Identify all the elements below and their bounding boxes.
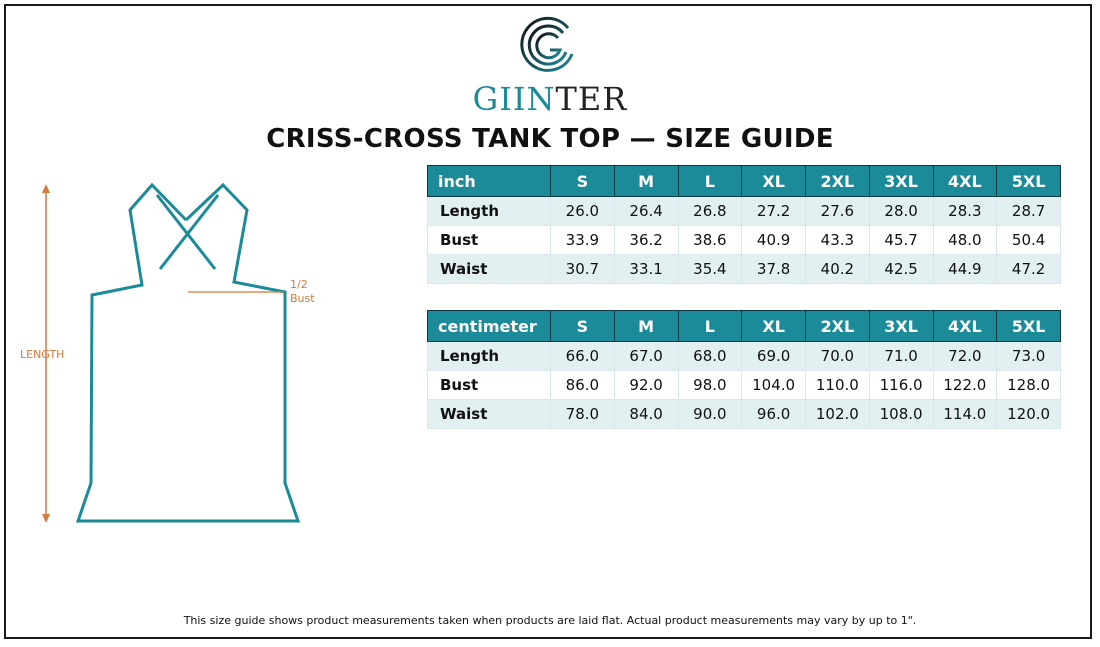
size-header: M (613, 165, 679, 197)
table-cell: 40.9 (741, 225, 806, 255)
table-row: Bust 33.9 36.2 38.6 40.9 43.3 45.7 48.0 … (427, 225, 1061, 255)
size-header: 5XL (996, 165, 1061, 197)
row-label: Length (427, 341, 551, 371)
table-cell: 108.0 (868, 399, 934, 429)
page-frame (4, 4, 1092, 639)
table-cell: 38.6 (677, 225, 743, 255)
size-table-centimeter: centimeter S M L XL 2XL 3XL 4XL 5XL Leng… (427, 310, 1061, 429)
brand-name: GIINTER (0, 80, 1100, 118)
table-cell: 28.7 (996, 196, 1061, 226)
table-cell: 43.3 (805, 225, 870, 255)
length-arrow-top-icon (42, 184, 50, 193)
table-row: Bust 86.0 92.0 98.0 104.0 110.0 116.0 12… (427, 370, 1061, 400)
brand-logo-icon (520, 16, 576, 72)
table-cell: 72.0 (932, 341, 998, 371)
size-header: S (550, 310, 615, 342)
footnote: This size guide shows product measuremen… (183, 614, 917, 627)
table-cell: 116.0 (868, 370, 934, 400)
table-cell: 78.0 (550, 399, 615, 429)
length-arrow-bottom-icon (42, 514, 50, 523)
table-cell: 68.0 (677, 341, 743, 371)
table-cell: 47.2 (996, 254, 1061, 284)
unit-header: inch (427, 165, 551, 197)
table-header-row: centimeter S M L XL 2XL 3XL 4XL 5XL (427, 310, 1061, 342)
size-header: 2XL (805, 310, 870, 342)
length-label: LENGTH (20, 348, 64, 361)
table-cell: 122.0 (932, 370, 998, 400)
size-header: 3XL (868, 165, 934, 197)
tank-top-diagram: LENGTH 1/2 Bust (20, 182, 315, 523)
bust-label-line2: Bust (290, 292, 315, 305)
size-header: 2XL (805, 165, 870, 197)
table-cell: 37.8 (741, 254, 806, 284)
table-cell: 33.9 (550, 225, 615, 255)
table-cell: 70.0 (805, 341, 870, 371)
table-cell: 67.0 (613, 341, 679, 371)
size-header: L (677, 165, 743, 197)
table-cell: 28.3 (932, 196, 998, 226)
size-header: 4XL (932, 165, 998, 197)
table-cell: 90.0 (677, 399, 743, 429)
table-cell: 128.0 (996, 370, 1061, 400)
row-label: Length (427, 196, 551, 226)
table-cell: 26.4 (613, 196, 679, 226)
table-cell: 30.7 (550, 254, 615, 284)
page-title: CRISS-CROSS TANK TOP — SIZE GUIDE (266, 124, 834, 154)
table-row: Length 26.0 26.4 26.8 27.2 27.6 28.0 28.… (427, 196, 1061, 226)
table-cell: 71.0 (868, 341, 934, 371)
table-cell: 120.0 (996, 399, 1061, 429)
row-label: Bust (427, 225, 551, 255)
size-header: 3XL (868, 310, 934, 342)
table-cell: 114.0 (932, 399, 998, 429)
table-cell: 48.0 (932, 225, 998, 255)
strap-cross-line (155, 194, 217, 270)
brand-name-teal: GIIN (472, 80, 556, 118)
table-cell: 66.0 (550, 341, 615, 371)
size-header: L (677, 310, 743, 342)
size-header: S (550, 165, 615, 197)
row-label: Waist (427, 399, 551, 429)
table-cell: 42.5 (868, 254, 934, 284)
row-label: Waist (427, 254, 551, 284)
table-cell: 26.8 (677, 196, 743, 226)
size-table-inch: inch S M L XL 2XL 3XL 4XL 5XL Length 26.… (427, 165, 1061, 284)
bust-label-line1: 1/2 (290, 278, 308, 291)
row-label: Bust (427, 370, 551, 400)
table-cell: 96.0 (741, 399, 806, 429)
table-cell: 104.0 (741, 370, 806, 400)
table-cell: 50.4 (996, 225, 1061, 255)
size-header: XL (741, 165, 806, 197)
table-cell: 45.7 (868, 225, 934, 255)
table-cell: 86.0 (550, 370, 615, 400)
table-cell: 69.0 (741, 341, 806, 371)
table-cell: 98.0 (677, 370, 743, 400)
size-header: 4XL (932, 310, 998, 342)
table-row: Length 66.0 67.0 68.0 69.0 70.0 71.0 72.… (427, 341, 1061, 371)
table-cell: 26.0 (550, 196, 615, 226)
size-header: 5XL (996, 310, 1061, 342)
table-row: Waist 78.0 84.0 90.0 96.0 102.0 108.0 11… (427, 399, 1061, 429)
table-cell: 44.9 (932, 254, 998, 284)
table-header-row: inch S M L XL 2XL 3XL 4XL 5XL (427, 165, 1061, 197)
table-cell: 35.4 (677, 254, 743, 284)
strap-cross-line (158, 194, 220, 270)
table-cell: 92.0 (613, 370, 679, 400)
table-cell: 28.0 (868, 196, 934, 226)
table-cell: 84.0 (613, 399, 679, 429)
brand-name-dark: TER (555, 80, 628, 118)
size-header: M (613, 310, 679, 342)
table-cell: 73.0 (996, 341, 1061, 371)
table-cell: 33.1 (613, 254, 679, 284)
table-cell: 27.6 (805, 196, 870, 226)
table-cell: 102.0 (805, 399, 870, 429)
size-header: XL (741, 310, 806, 342)
table-cell: 110.0 (805, 370, 870, 400)
tank-top-outline (75, 182, 301, 523)
table-cell: 36.2 (613, 225, 679, 255)
unit-header: centimeter (427, 310, 551, 342)
table-row: Waist 30.7 33.1 35.4 37.8 40.2 42.5 44.9… (427, 254, 1061, 284)
table-cell: 27.2 (741, 196, 806, 226)
table-cell: 40.2 (805, 254, 870, 284)
